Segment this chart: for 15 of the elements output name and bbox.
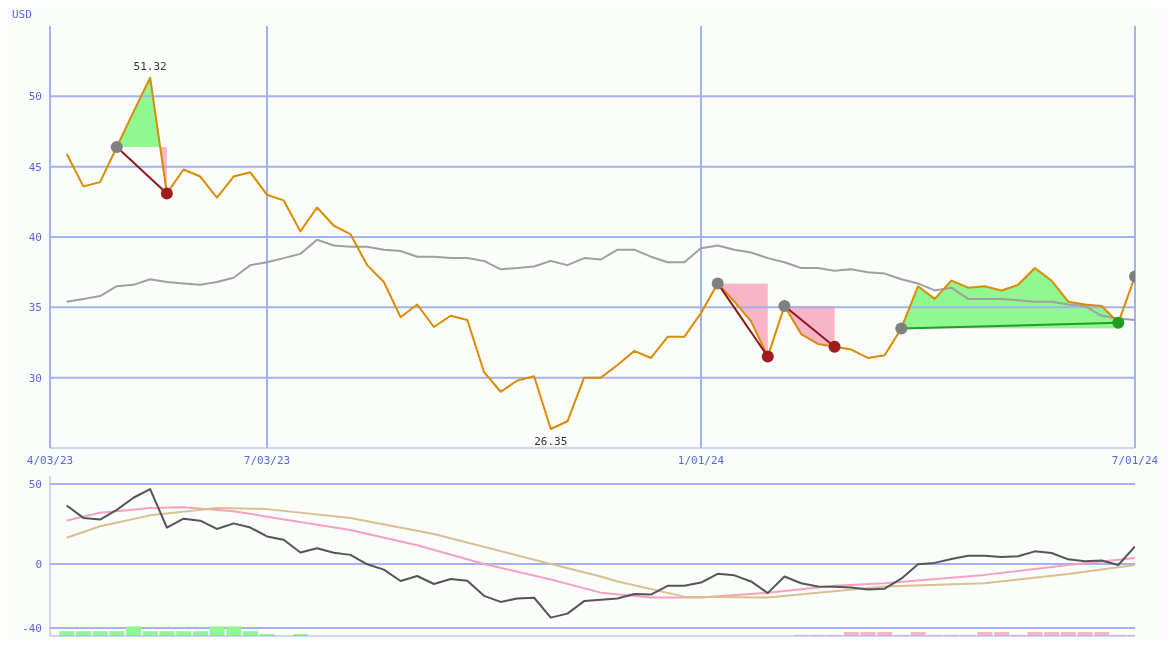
y-tick-label: 40 — [28, 230, 42, 244]
x-tick-label: 7/03/23 — [243, 453, 291, 467]
y-tick-label: 50 — [28, 477, 42, 491]
x-tick-label: 7/01/24 — [1111, 453, 1159, 467]
y-tick-label: -40 — [22, 621, 42, 635]
annotation: 26.35 — [534, 434, 568, 448]
x-tick-label: 4/03/23 — [26, 453, 74, 467]
y-axis-title: USD — [12, 8, 32, 21]
annotation: 51.32 — [133, 59, 167, 73]
y-tick-label: 45 — [28, 160, 42, 174]
y-tick-label: 0 — [35, 557, 42, 571]
x-tick-label: 1/01/24 — [677, 453, 725, 467]
y-tick-label: 30 — [28, 371, 42, 385]
y-tick-label: 50 — [28, 90, 42, 104]
y-tick-label: 35 — [28, 301, 42, 315]
